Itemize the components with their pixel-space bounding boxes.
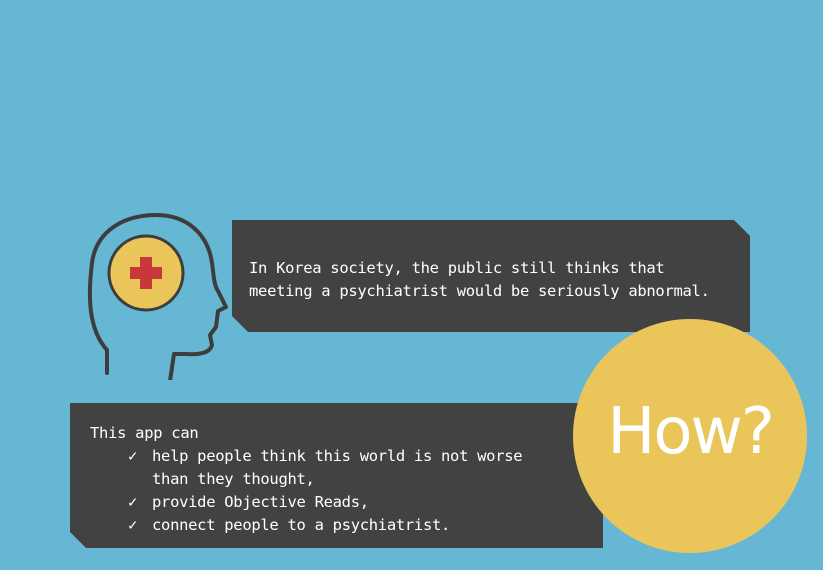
check-mark-icon: ✓ (128, 516, 138, 534)
head-medical-cross-icon (87, 213, 228, 380)
benefit-text: provide Objective Reads, (152, 493, 369, 511)
red-cross-horizontal (130, 267, 162, 279)
statement-line-2: meeting a psychiatrist would be seriousl… (249, 282, 710, 300)
how-badge: How? (573, 319, 807, 553)
app-intro: This app can (90, 424, 199, 442)
benefit-item: ✓ provide Objective Reads, (90, 491, 522, 514)
check-mark-icon: ✓ (128, 493, 138, 511)
how-label: How? (607, 395, 775, 469)
benefit-text: connect people to a psychiatrist. (152, 516, 451, 534)
statement-line-1: In Korea society, the public still think… (249, 259, 665, 277)
app-benefits-panel: This app can ✓ help people think this wo… (70, 403, 603, 548)
head-outline (87, 213, 228, 380)
statement-panel: In Korea society, the public still think… (232, 220, 750, 332)
benefit-text: help people think this world is not wors… (152, 447, 523, 465)
benefit-item: ✓ help people think this world is not wo… (90, 445, 523, 468)
check-mark-icon: ✓ (128, 447, 138, 465)
benefit-item: ✓ connect people to a psychiatrist. (90, 514, 522, 537)
benefit-text-continued: than they thought, (152, 470, 315, 488)
